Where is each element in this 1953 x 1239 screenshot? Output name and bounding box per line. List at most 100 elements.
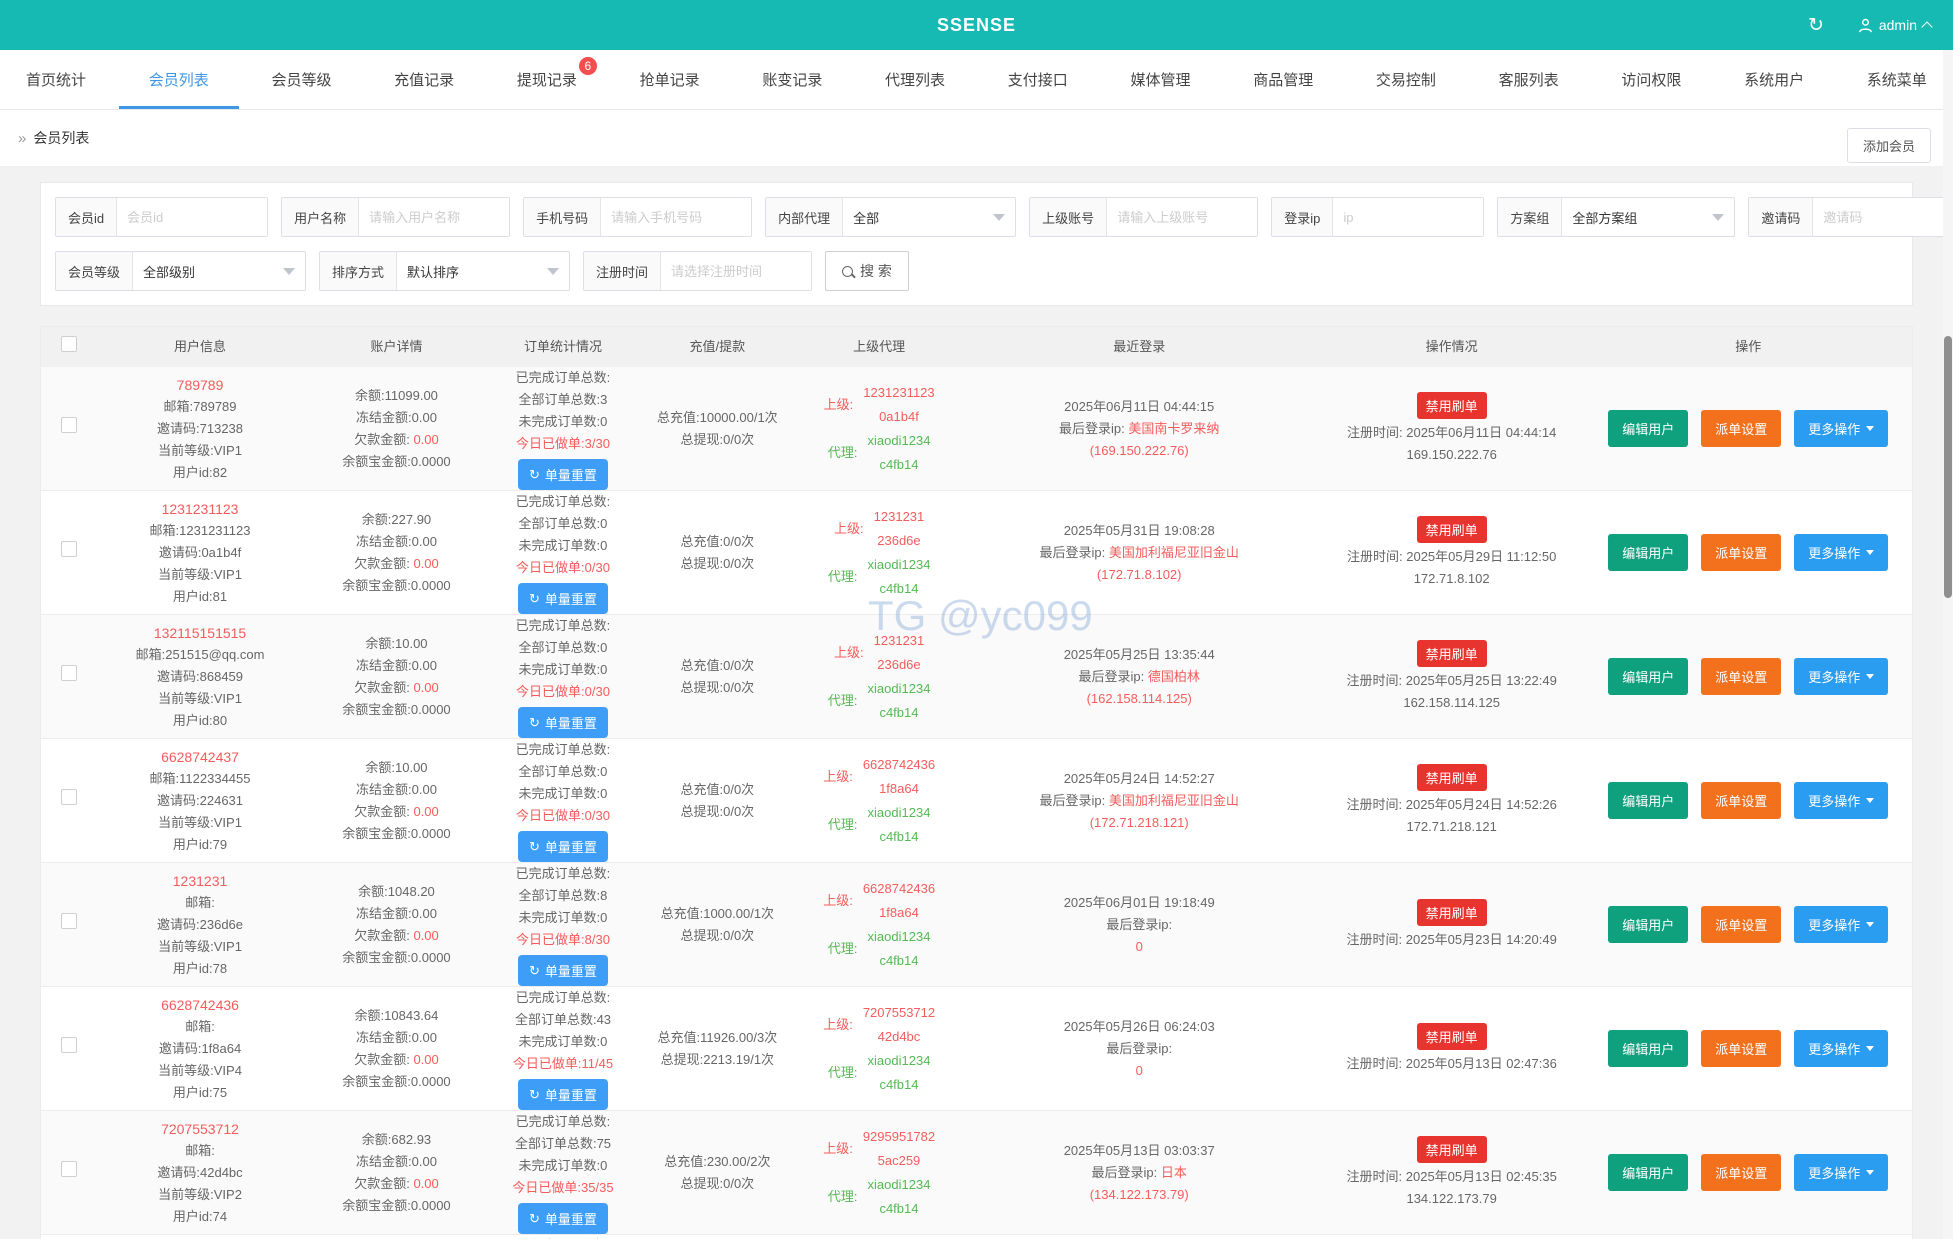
parent-account[interactable]: 1231231123 [863, 384, 935, 400]
reset-order-button[interactable]: ↻ 单量重置 [518, 955, 608, 986]
edit-user-button[interactable]: 编辑用户 [1608, 906, 1689, 943]
nav-tab[interactable]: 提现记录 6 [517, 50, 597, 109]
filter-select-value[interactable]: 默认排序 [407, 264, 460, 280]
row-checkbox[interactable] [61, 665, 78, 681]
select-all-checkbox[interactable] [61, 335, 78, 352]
disable-brushing-button[interactable]: 禁用刷单 [1416, 391, 1487, 419]
filter-input[interactable] [661, 252, 812, 290]
nav-tab[interactable]: 媒体管理 [1130, 50, 1190, 109]
parent-account[interactable]: 9295951782 [862, 1128, 936, 1144]
member-name[interactable]: 132115151515 [153, 624, 247, 641]
parent-account[interactable]: 7207553712 [862, 1004, 936, 1020]
nav-tab[interactable]: 会员等级 [271, 50, 331, 109]
nav-tab[interactable]: 交易控制 [1376, 50, 1436, 109]
nav-tab[interactable]: 账变记录 [762, 50, 822, 109]
nav-tab[interactable]: 支付接口 [1008, 50, 1068, 109]
dropdown-arrow-icon[interactable] [547, 267, 560, 275]
more-actions-button[interactable]: 更多操作 [1794, 410, 1889, 447]
edit-user-button[interactable]: 编辑用户 [1608, 534, 1689, 571]
nav-tab[interactable]: 首页统计 [26, 50, 86, 109]
dropdown-arrow-icon[interactable] [1712, 213, 1725, 221]
filter-select-value[interactable]: 全部级别 [143, 264, 196, 280]
nav-tab[interactable]: 会员列表 [118, 50, 239, 109]
scrollbar-thumb[interactable] [1944, 336, 1952, 598]
nav-tab[interactable]: 系统用户 [1744, 50, 1804, 109]
filter-input[interactable] [1813, 198, 1953, 236]
member-name[interactable]: 6628742436 [161, 996, 239, 1013]
edit-user-button[interactable]: 编辑用户 [1608, 1154, 1689, 1191]
agent-account[interactable]: xiaodi1234 [867, 928, 931, 944]
search-button[interactable]: 搜 索 [825, 251, 909, 291]
row-checkbox[interactable] [61, 789, 78, 805]
dispatch-settings-button[interactable]: 派单设置 [1701, 782, 1782, 819]
dispatch-settings-button[interactable]: 派单设置 [1701, 906, 1782, 943]
disable-brushing-button[interactable]: 禁用刷单 [1416, 1022, 1487, 1050]
more-actions-button[interactable]: 更多操作 [1794, 782, 1889, 819]
agent-account[interactable]: xiaodi1234 [867, 1052, 931, 1068]
disable-brushing-button[interactable]: 禁用刷单 [1416, 639, 1487, 667]
reset-order-button[interactable]: ↻ 单量重置 [518, 459, 608, 490]
filter-input[interactable] [117, 198, 268, 236]
scrollbar-track[interactable] [1943, 50, 1953, 1239]
parent-account[interactable]: 1231231 [873, 632, 925, 648]
disable-brushing-button[interactable]: 禁用刷单 [1416, 515, 1487, 543]
agent-account[interactable]: xiaodi1234 [867, 1176, 931, 1192]
nav-tab[interactable]: 访问权限 [1621, 50, 1681, 109]
parent-account[interactable]: 6628742436 [862, 880, 936, 896]
member-name[interactable]: 7207553712 [161, 1120, 239, 1137]
more-actions-button[interactable]: 更多操作 [1794, 906, 1889, 943]
row-checkbox[interactable] [61, 541, 78, 557]
parent-account[interactable]: 1231231 [873, 508, 925, 524]
more-actions-button[interactable]: 更多操作 [1794, 1154, 1889, 1191]
refresh-icon[interactable]: ↻ [1807, 14, 1824, 36]
disable-brushing-button[interactable]: 禁用刷单 [1416, 1135, 1487, 1163]
disable-brushing-button[interactable]: 禁用刷单 [1416, 898, 1487, 926]
dropdown-arrow-icon[interactable] [283, 267, 296, 275]
more-actions-button[interactable]: 更多操作 [1794, 658, 1889, 695]
admin-user-menu[interactable]: admin [1858, 17, 1933, 33]
filter-select-value[interactable]: 全部 [853, 210, 880, 226]
filter-input[interactable] [359, 198, 510, 236]
row-checkbox[interactable] [61, 417, 78, 433]
edit-user-button[interactable]: 编辑用户 [1608, 658, 1689, 695]
nav-tab[interactable]: 充值记录 [394, 50, 454, 109]
reset-order-button[interactable]: ↻ 单量重置 [518, 1079, 608, 1110]
nav-tab[interactable]: 客服列表 [1499, 50, 1559, 109]
agent-account[interactable]: xiaodi1234 [867, 556, 931, 572]
dispatch-settings-button[interactable]: 派单设置 [1701, 1154, 1782, 1191]
member-name[interactable]: 789789 [176, 376, 224, 393]
filter-input[interactable] [1333, 198, 1484, 236]
filter-input[interactable] [601, 198, 752, 236]
dispatch-settings-button[interactable]: 派单设置 [1701, 410, 1782, 447]
row-checkbox[interactable] [61, 1037, 78, 1053]
more-actions-button[interactable]: 更多操作 [1794, 534, 1889, 571]
edit-user-button[interactable]: 编辑用户 [1608, 782, 1689, 819]
filter-select-value[interactable]: 全部方案组 [1572, 210, 1638, 226]
member-name[interactable]: 1231231123 [161, 500, 239, 517]
edit-user-button[interactable]: 编辑用户 [1608, 410, 1689, 447]
dispatch-settings-button[interactable]: 派单设置 [1701, 658, 1782, 695]
row-checkbox[interactable] [61, 1161, 78, 1177]
member-name[interactable]: 6628742437 [161, 748, 239, 765]
dispatch-settings-button[interactable]: 派单设置 [1701, 1030, 1782, 1067]
nav-tab[interactable]: 代理列表 [885, 50, 945, 109]
reset-order-button[interactable]: ↻ 单量重置 [518, 831, 608, 862]
disable-brushing-button[interactable]: 禁用刷单 [1416, 763, 1487, 791]
dispatch-settings-button[interactable]: 派单设置 [1701, 534, 1782, 571]
agent-account[interactable]: xiaodi1234 [867, 432, 931, 448]
parent-account[interactable]: 6628742436 [862, 756, 936, 772]
reset-order-button[interactable]: ↻ 单量重置 [518, 583, 608, 614]
dropdown-arrow-icon[interactable] [993, 213, 1006, 221]
edit-user-button[interactable]: 编辑用户 [1608, 1030, 1689, 1067]
agent-account[interactable]: xiaodi1234 [867, 804, 931, 820]
member-name[interactable]: 1231231 [172, 872, 228, 889]
reset-order-button[interactable]: ↻ 单量重置 [518, 1203, 608, 1234]
add-member-button[interactable]: 添加会员 [1846, 127, 1931, 163]
row-checkbox[interactable] [61, 913, 78, 929]
agent-account[interactable]: xiaodi1234 [867, 680, 931, 696]
nav-tab[interactable]: 抢单记录 [640, 50, 700, 109]
filter-input[interactable] [1107, 198, 1258, 236]
more-actions-button[interactable]: 更多操作 [1794, 1030, 1889, 1067]
nav-tab[interactable]: 商品管理 [1253, 50, 1313, 109]
reset-order-button[interactable]: ↻ 单量重置 [518, 707, 608, 738]
